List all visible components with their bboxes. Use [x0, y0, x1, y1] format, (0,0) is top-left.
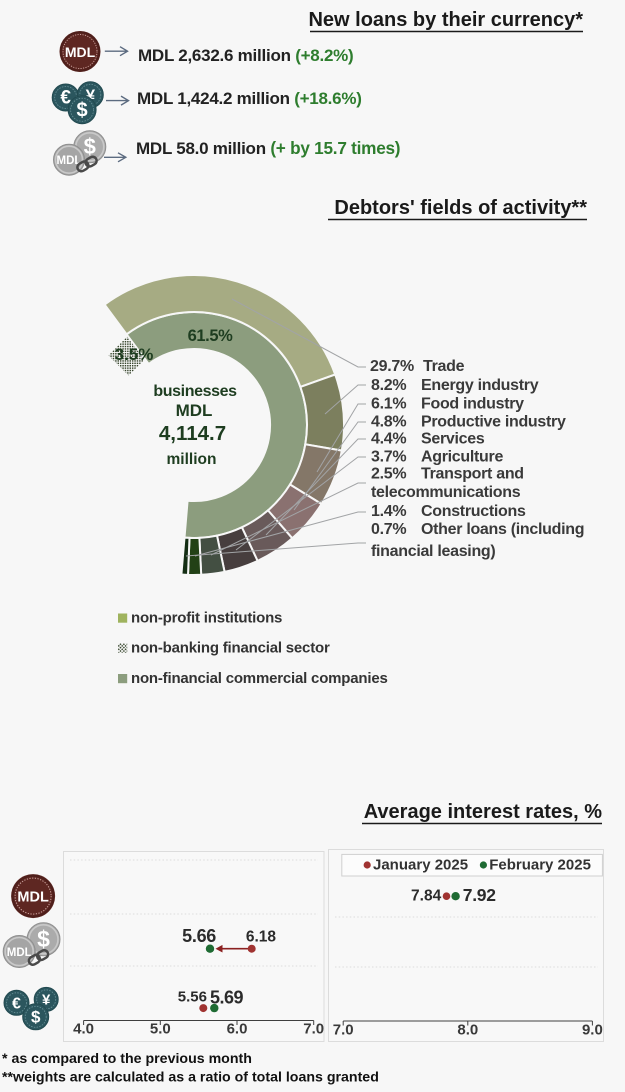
svg-text:5.66: 5.66 [182, 926, 216, 946]
svg-text:3.7%: 3.7% [371, 449, 406, 466]
svg-text:5.69: 5.69 [210, 988, 244, 1008]
svg-text:Energy industry: Energy industry [421, 377, 539, 394]
svg-text:0.7%: 0.7% [371, 521, 406, 538]
svg-text:MDL 1,424.2 million (+18.6%): MDL 1,424.2 million (+18.6%) [137, 89, 362, 108]
svg-text:8.0: 8.0 [457, 1022, 478, 1039]
svg-text:6.18: 6.18 [246, 929, 277, 946]
svg-text:6.1%: 6.1% [371, 396, 406, 413]
svg-text:Food industry: Food industry [421, 396, 524, 413]
svg-text:Productive industry: Productive industry [421, 414, 566, 431]
svg-text:$: $ [77, 99, 88, 121]
svg-text:$: $ [84, 134, 96, 159]
svg-text:5.0: 5.0 [150, 1021, 171, 1038]
svg-text:9.0: 9.0 [582, 1022, 603, 1039]
svg-text:5.56: 5.56 [178, 989, 207, 1006]
svg-text:4,114.7: 4,114.7 [159, 422, 226, 445]
svg-text:Transport and: Transport and [421, 466, 524, 483]
svg-text:6.0: 6.0 [227, 1021, 248, 1038]
svg-text:8.2%: 8.2% [371, 377, 406, 394]
svg-text:New loans by their currency*: New loans by their currency* [308, 9, 583, 31]
svg-text:Average interest rates, %: Average interest rates, % [364, 801, 602, 823]
svg-text:€: € [12, 995, 21, 1012]
svg-text:$: $ [37, 926, 50, 952]
svg-text:3.5%: 3.5% [115, 345, 154, 364]
svg-text:1.4%: 1.4% [371, 503, 406, 520]
svg-text:million: million [167, 451, 217, 468]
svg-text:non-banking financial sector: non-banking financial sector [131, 640, 330, 657]
svg-text:4.4%: 4.4% [371, 431, 406, 448]
svg-text:7.84: 7.84 [411, 888, 442, 905]
svg-text:Trade: Trade [423, 358, 465, 375]
svg-text:29.7%: 29.7% [370, 358, 414, 375]
svg-text:4.0: 4.0 [73, 1021, 94, 1038]
svg-text:MDL: MDL [57, 155, 82, 167]
svg-text:January 2025: January 2025 [373, 857, 468, 874]
svg-text:¥: ¥ [86, 86, 96, 105]
svg-text:non-financial commercial compa: non-financial commercial companies [131, 670, 388, 687]
svg-text:Constructions: Constructions [421, 503, 526, 520]
svg-text:Services: Services [421, 431, 485, 448]
svg-text:$: $ [31, 1007, 41, 1026]
svg-text:MDL: MDL [176, 401, 213, 420]
svg-text:telecommunications: telecommunications [371, 484, 521, 501]
svg-text:financial leasing): financial leasing) [371, 543, 495, 560]
svg-text:* as compared to the previous: * as compared to the previous month [2, 1051, 252, 1067]
svg-text:MDL: MDL [65, 44, 96, 60]
svg-text:MDL: MDL [17, 890, 49, 906]
svg-text:¥: ¥ [42, 991, 51, 1008]
svg-text:MDL: MDL [7, 947, 32, 959]
svg-text:7.0: 7.0 [303, 1021, 324, 1038]
svg-text:Other loans (including: Other loans (including [421, 521, 584, 538]
svg-text:**weights are calculated as a: **weights are calculated as a ratio of t… [2, 1070, 379, 1086]
svg-text:MDL 2,632.6 million (+8.2%): MDL 2,632.6 million (+8.2%) [138, 46, 353, 65]
svg-text:Agriculture: Agriculture [421, 449, 503, 466]
svg-text:7.92: 7.92 [463, 885, 496, 905]
svg-text:4.8%: 4.8% [371, 414, 406, 431]
svg-text:61.5%: 61.5% [188, 327, 234, 345]
svg-text:businesses: businesses [153, 383, 237, 400]
svg-text:Debtors' fields of activity**: Debtors' fields of activity** [334, 197, 587, 219]
svg-text:2.5%: 2.5% [371, 466, 406, 483]
svg-text:MDL 58.0 million (+ by 15.7 ti: MDL 58.0 million (+ by 15.7 times) [136, 138, 400, 158]
svg-text:7.0: 7.0 [333, 1022, 354, 1039]
svg-text:€: € [60, 88, 71, 109]
svg-text:non-profit institutions: non-profit institutions [131, 610, 282, 627]
svg-text:February 2025: February 2025 [489, 857, 591, 874]
